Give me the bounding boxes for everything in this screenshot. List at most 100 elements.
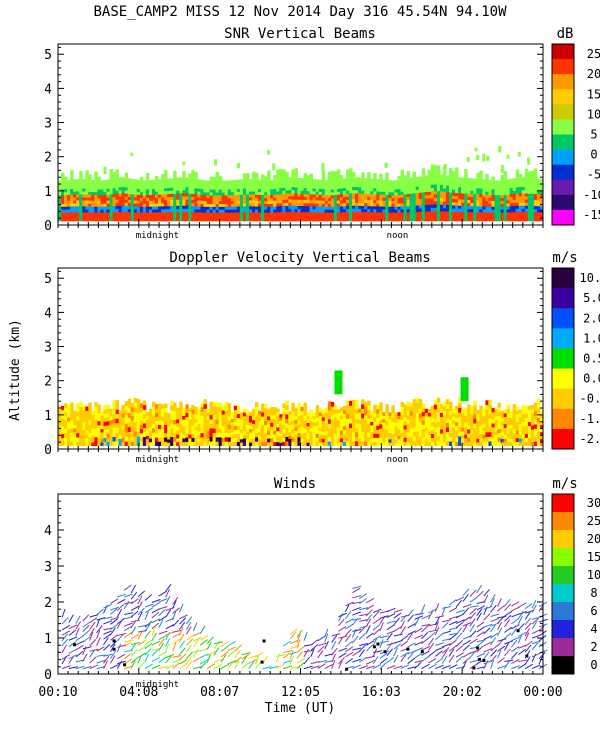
wind-barb	[352, 650, 361, 657]
snr-heatmap-cell	[285, 196, 289, 200]
snr-heatmap-cell	[485, 191, 489, 195]
wind-barb	[358, 644, 366, 652]
doppler-heatmap-cell	[388, 438, 392, 443]
doppler-heatmap-cell	[312, 432, 317, 437]
doppler-heatmap-cell	[327, 414, 332, 420]
snr-heatmap-cell	[236, 206, 241, 210]
snr-heatmap-cell	[139, 212, 144, 216]
snr-heatmap-cell	[276, 194, 280, 198]
snr-heatmap-cell	[339, 182, 344, 186]
wind-barb	[317, 635, 326, 642]
doppler-heatmap-cell	[427, 427, 432, 432]
doppler-heatmap-cell	[497, 432, 501, 438]
snr-heatmap-cell	[376, 188, 380, 192]
snr-heatmap-cell	[155, 191, 159, 195]
doppler-heatmap-cell	[115, 400, 120, 406]
snr-heatmap-cell	[373, 205, 377, 210]
doppler-heatmap-cell	[151, 406, 156, 411]
doppler-heatmap-cell	[515, 410, 520, 415]
snr-heatmap-cell	[258, 194, 262, 198]
doppler-heatmap-cell	[179, 423, 183, 429]
snr-heatmap-cell	[321, 188, 326, 193]
wind-barb	[386, 624, 395, 631]
doppler-heatmap-cell	[345, 418, 350, 424]
doppler-heatmap-cell	[97, 404, 101, 409]
snr-heatmap-cell	[173, 214, 177, 219]
wind-barb	[400, 664, 410, 670]
snr-heatmap-cell	[155, 209, 159, 213]
snr-heatmap-cell	[288, 208, 292, 212]
snr-heatmap-cell	[136, 182, 141, 187]
doppler-heatmap-cell	[433, 413, 438, 419]
snr-heatmap-cell	[515, 190, 520, 194]
snr-heatmap-cell	[142, 183, 147, 187]
snr-heatmap-cell	[121, 202, 126, 206]
doppler-heatmap-cell	[482, 419, 486, 424]
doppler-heatmap-cell	[461, 434, 465, 439]
snr-heatmap-cell	[324, 191, 329, 196]
snr-heatmap-cell	[212, 209, 217, 213]
snr-heatmap-cell	[197, 200, 201, 204]
snr-heatmap-cell	[373, 202, 377, 207]
doppler-heatmap-cell	[476, 431, 480, 436]
snr-heatmap-cell	[400, 188, 404, 192]
snr-heatmap-cell	[139, 176, 144, 181]
snr-heatmap-cell	[306, 205, 310, 210]
wind-barb	[248, 659, 258, 664]
doppler-heatmap-cell	[230, 438, 235, 443]
doppler-heatmap-cell	[167, 439, 171, 443]
snr-heatmap-cell	[185, 196, 189, 200]
snr-heatmap-cell	[458, 183, 462, 188]
doppler-heatmap-cell	[333, 405, 338, 410]
doppler-heatmap-cell	[488, 436, 492, 442]
snr-heatmap-cell	[288, 177, 292, 181]
snr-heatmap-cell	[479, 202, 483, 207]
doppler-heatmap-cell	[291, 437, 295, 442]
doppler-heatmap-cell	[121, 425, 126, 430]
snr-heatmap-cell	[121, 192, 126, 197]
snr-heatmap-cell	[497, 215, 501, 219]
snr-heatmap-cell	[303, 187, 307, 191]
snr-heatmap-cell	[252, 185, 256, 189]
doppler-heatmap-cell	[467, 408, 471, 413]
colorbar-tick-label: 5	[590, 128, 597, 142]
snr-heatmap-cell	[488, 197, 492, 201]
snr-heatmap-cell	[345, 184, 350, 188]
doppler-heatmap-cell	[236, 405, 241, 410]
snr-heatmap-cell	[524, 205, 529, 209]
snr-heatmap-cell	[218, 200, 223, 205]
doppler-heatmap-cell	[242, 408, 247, 413]
doppler-heatmap-cell	[209, 432, 213, 438]
snr-heatmap-cell	[206, 215, 210, 219]
doppler-heatmap-cell	[112, 409, 116, 415]
doppler-heatmap-cell	[297, 402, 301, 408]
snr-heatmap-cell	[145, 212, 150, 216]
snr-heatmap-cell	[345, 187, 350, 191]
wind-barb	[442, 606, 452, 609]
snr-heatmap-cell	[461, 208, 465, 213]
snr-heatmap-cell	[470, 178, 474, 182]
doppler-heatmap-cell	[397, 442, 401, 446]
snr-heatmap-cell	[203, 215, 207, 219]
doppler-heatmap-cell	[467, 424, 471, 430]
snr-heatmap-cell	[355, 192, 359, 197]
snr-heatmap-cell	[427, 181, 432, 186]
doppler-heatmap-cell	[170, 432, 174, 438]
doppler-heatmap-cell	[261, 428, 265, 434]
snr-heatmap-cell	[203, 218, 207, 222]
snr-heatmap-cell	[336, 203, 341, 207]
doppler-heatmap-cell	[379, 419, 383, 425]
wind-barb	[289, 631, 296, 640]
doppler-heatmap-cell	[506, 437, 511, 442]
wind-barb	[441, 621, 449, 629]
snr-heatmap-cell	[364, 187, 368, 191]
doppler-heatmap-cell	[206, 423, 210, 428]
wind-barb	[206, 651, 216, 657]
colorbar-tick-label: 0	[590, 148, 597, 162]
doppler-heatmap-cell	[142, 432, 147, 437]
doppler-heatmap-cell	[170, 405, 174, 411]
wind-barb	[421, 650, 430, 656]
snr-heatmap-cell	[91, 179, 95, 184]
wind-barb	[504, 603, 511, 612]
snr-heatmap-cell	[455, 198, 459, 203]
